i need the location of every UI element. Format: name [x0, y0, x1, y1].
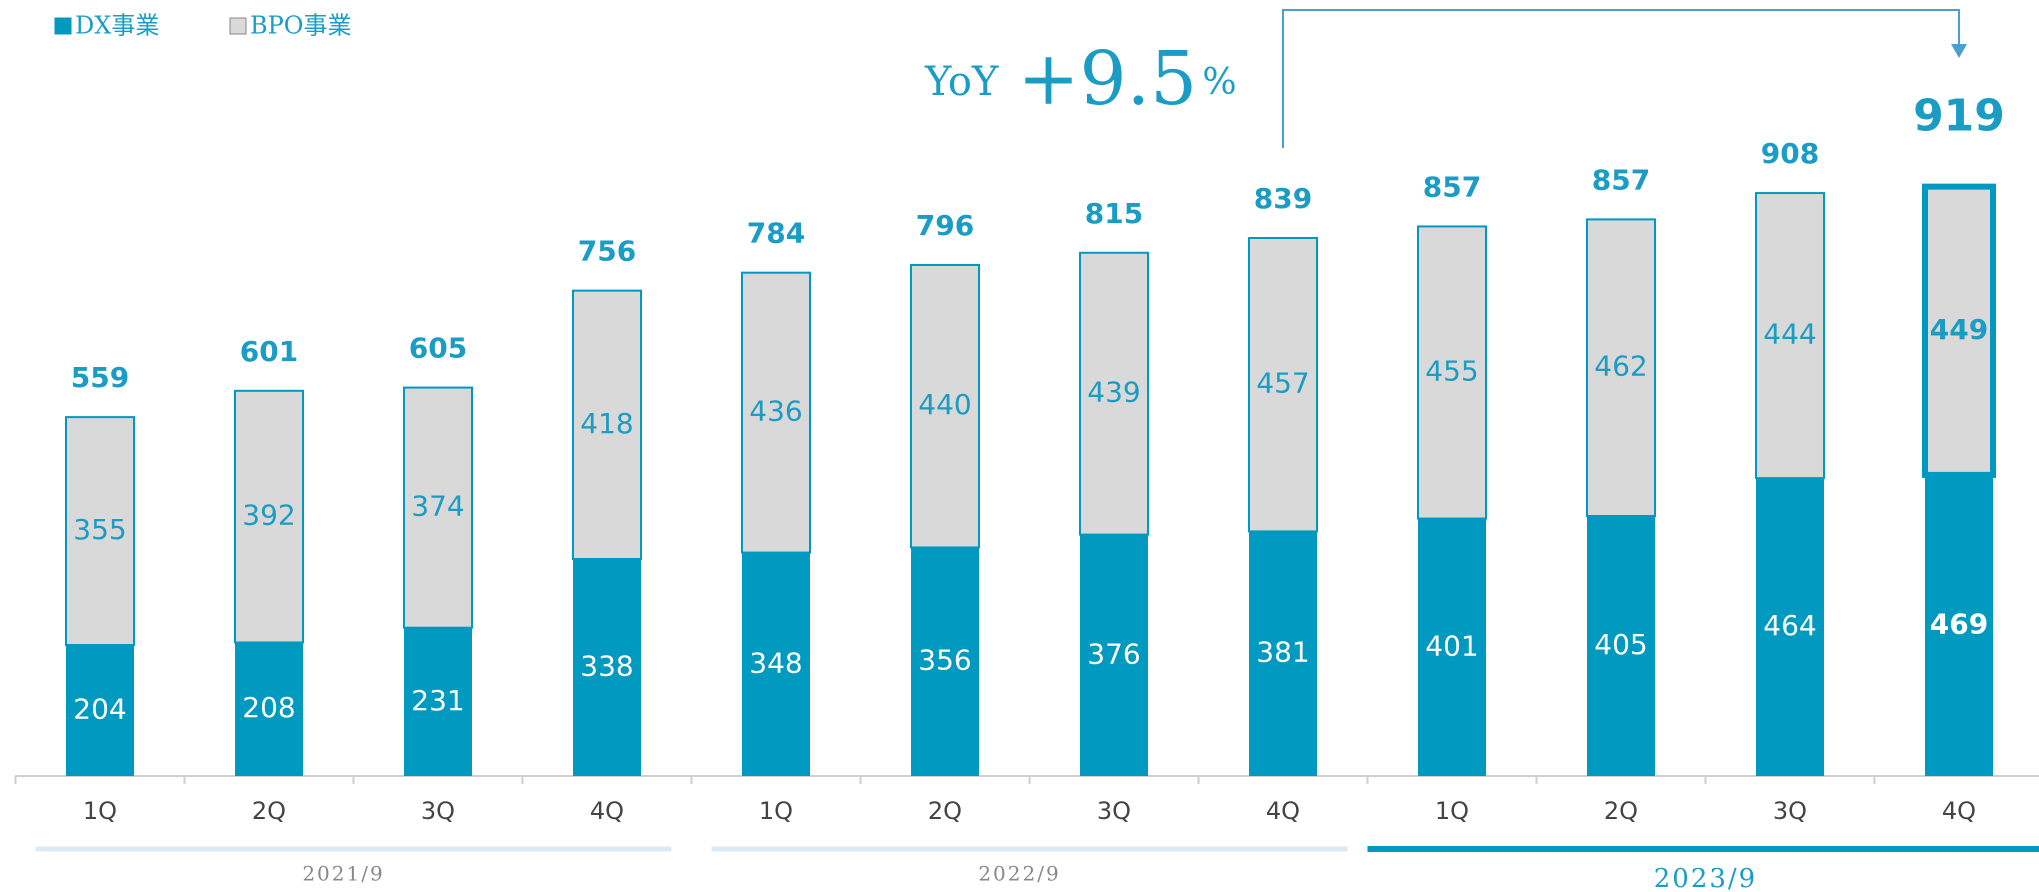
x-tick-label: 3Q	[1773, 797, 1807, 825]
bar-segment	[573, 559, 641, 776]
segment-label: 405	[1594, 628, 1647, 661]
group-label: 2022/9	[978, 862, 1060, 886]
legend-swatch	[229, 17, 247, 35]
bar-segment	[1586, 218, 1656, 517]
bar-segment	[1249, 531, 1317, 776]
bar-segment	[235, 642, 303, 776]
bar-segment	[911, 547, 979, 776]
total-label: 815	[1085, 197, 1143, 230]
total-label: 601	[240, 335, 298, 368]
segment-label: 449	[1930, 313, 1988, 346]
bar-segment	[1079, 251, 1149, 536]
group-label: 2021/9	[302, 862, 384, 886]
total-label: 559	[71, 361, 129, 394]
segment-label: 204	[73, 693, 126, 726]
segment-label: 439	[1087, 376, 1140, 409]
segment-label: 455	[1425, 355, 1478, 388]
total-label: 796	[916, 209, 974, 242]
segment-label: 348	[749, 646, 802, 679]
yoy-annotation: YoY +9.5 %	[924, 36, 1237, 122]
segment-label: 381	[1256, 636, 1309, 669]
yoy-suffix: %	[1202, 62, 1236, 103]
yoy-prefix: YoY	[924, 59, 999, 105]
bar-segment	[742, 552, 810, 776]
bar-segment	[1080, 534, 1148, 776]
bar-segment	[1756, 478, 1824, 776]
bar-segment	[1922, 183, 1996, 478]
x-tick-label: 1Q	[1435, 797, 1469, 825]
segment-label: 392	[242, 499, 295, 532]
bar-segment	[403, 386, 473, 629]
bar-segment	[1417, 225, 1487, 520]
x-tick-label: 2Q	[252, 797, 286, 825]
segment-label: 436	[749, 395, 802, 428]
x-tick-label: 3Q	[421, 797, 455, 825]
bar-segment	[1755, 192, 1825, 480]
segment-label: 374	[411, 490, 464, 523]
total-label: 919	[1913, 91, 2005, 142]
segment-label: 457	[1256, 367, 1309, 400]
bar-segment	[1418, 518, 1486, 776]
segment-label: 338	[580, 650, 633, 683]
legend-label: DX事業	[75, 12, 159, 40]
yoy-bracket	[1282, 9, 1960, 148]
bar-segment	[404, 627, 472, 776]
bar-segment	[1925, 474, 1993, 776]
x-tick-label: 2Q	[928, 797, 962, 825]
segment-label: 444	[1763, 318, 1816, 351]
total-label: 857	[1423, 170, 1481, 203]
segment-label: 376	[1087, 637, 1140, 670]
segment-label: 401	[1425, 629, 1478, 662]
bar-segment	[1587, 515, 1655, 776]
x-tick-label: 4Q	[590, 797, 624, 825]
segment-label: 231	[411, 684, 464, 717]
segment-label: 469	[1930, 607, 1988, 640]
bar-segment	[1248, 237, 1318, 533]
segment-label: 355	[73, 513, 126, 546]
yoy-value: +9.5	[1018, 36, 1198, 122]
segment-label: 208	[242, 691, 295, 724]
bar-segment	[66, 645, 134, 776]
segment-label: 418	[580, 407, 633, 440]
total-label: 908	[1761, 137, 1819, 170]
total-label: 857	[1592, 163, 1650, 196]
x-tick-label: 1Q	[759, 797, 793, 825]
bar-segment	[741, 271, 811, 554]
segment-label: 440	[918, 388, 971, 421]
bar-segment	[572, 289, 642, 561]
legend-label: BPO事業	[250, 12, 351, 40]
group-label: 2023/9	[1654, 864, 1757, 892]
bar-segment	[234, 389, 304, 644]
bar-segment	[65, 416, 135, 647]
total-label: 839	[1254, 182, 1312, 215]
x-tick-label: 3Q	[1097, 797, 1131, 825]
x-tick-label: 4Q	[1942, 797, 1976, 825]
segment-label: 464	[1763, 609, 1816, 642]
segment-label: 462	[1594, 350, 1647, 383]
total-label: 756	[578, 235, 636, 268]
bar-segment	[910, 263, 980, 549]
legend-swatch	[54, 17, 72, 35]
total-label: 784	[747, 217, 805, 250]
x-tick-label: 4Q	[1266, 797, 1300, 825]
x-tick-label: 1Q	[83, 797, 117, 825]
segment-label: 356	[918, 644, 971, 677]
yoy-arrow	[1951, 44, 1967, 58]
total-label: 605	[409, 332, 467, 365]
x-tick-label: 2Q	[1604, 797, 1638, 825]
